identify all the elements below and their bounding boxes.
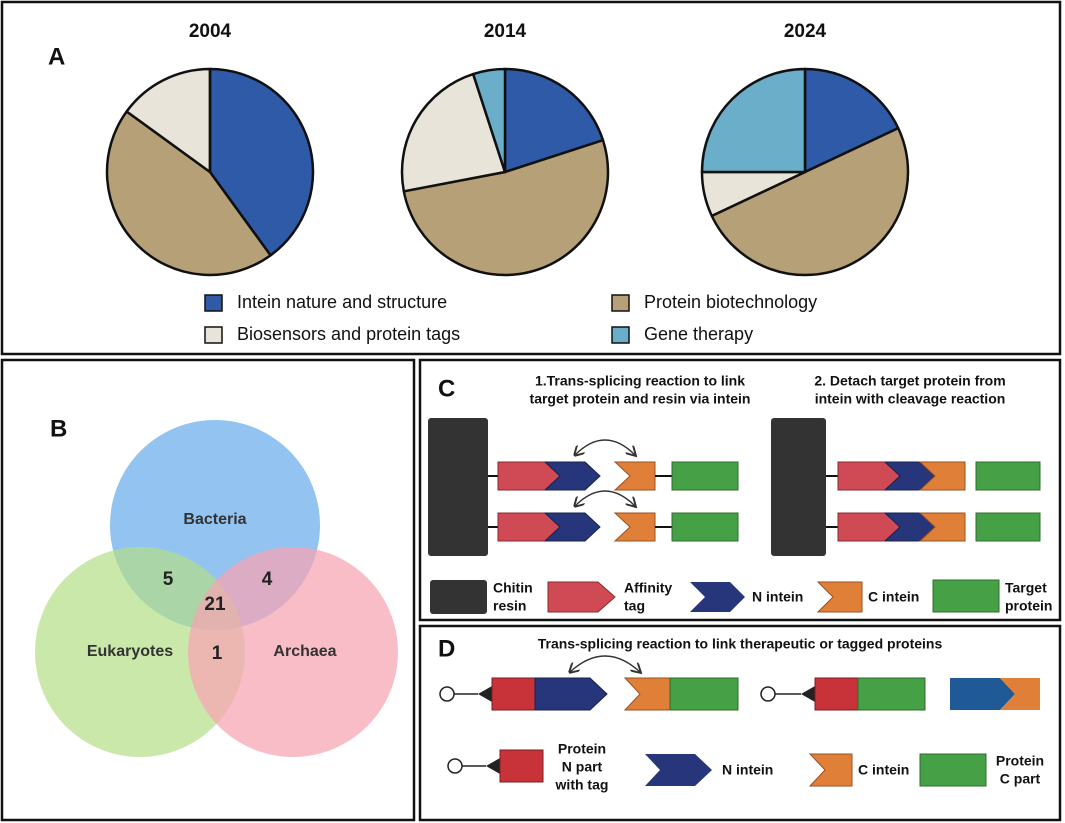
legend-label: Gene therapy <box>644 324 753 344</box>
legend-label: Protein <box>996 753 1044 769</box>
chitin-resin <box>428 418 488 556</box>
legend-label: with tag <box>555 777 609 793</box>
region-count: 5 <box>163 569 174 590</box>
legend: Chitin resin Affinity tag N intein C int… <box>430 579 1052 614</box>
legend-label: Intein nature and structure <box>237 292 447 312</box>
legend-label: Target <box>1005 580 1047 596</box>
venn-diagram: Bacteria Eukaryotes Archaea 5 4 21 1 <box>35 420 398 757</box>
region-count: 21 <box>204 594 226 615</box>
legend-swatch <box>611 326 630 344</box>
row <box>488 439 739 491</box>
legend-label: C intein <box>868 589 919 605</box>
panel-label: B <box>50 415 67 442</box>
panel-a-frame <box>0 0 1062 356</box>
panel-title: Trans-splicing reaction to link therapeu… <box>538 636 943 652</box>
panel-c-frame <box>418 358 1062 622</box>
step-title: 1.Trans-splicing reaction to link <box>535 373 745 389</box>
pie-slice <box>710 126 910 277</box>
legend-swatch <box>611 294 630 312</box>
legend-label: C intein <box>858 762 909 778</box>
pie-title: 2014 <box>484 21 527 42</box>
legend-swatch <box>204 294 223 312</box>
pie-slice <box>803 67 900 174</box>
pie-slice <box>503 67 605 174</box>
row <box>826 461 1041 542</box>
pie-slice <box>105 110 272 277</box>
panel-c: 1.Trans-splicing reaction to link target… <box>428 373 1052 614</box>
venn-circle <box>188 547 398 757</box>
pie-slice <box>471 67 507 174</box>
panel-label: C <box>438 375 455 402</box>
panel-label: D <box>438 635 455 662</box>
legend-label: Affinity <box>624 580 672 596</box>
legend-label: Protein <box>558 741 606 757</box>
venn-circle <box>35 547 245 757</box>
panel-b-frame <box>0 358 416 822</box>
panel-label: A <box>48 43 65 70</box>
pie-slice <box>125 67 212 174</box>
legend-label: N intein <box>752 589 803 605</box>
legend-label: N part <box>562 759 603 775</box>
legend-label: protein <box>1005 598 1052 614</box>
legend-label: C part <box>1000 771 1041 787</box>
pie-title: 2024 <box>784 21 827 42</box>
region-count: 1 <box>212 643 223 664</box>
legend-label: Biosensors and protein tags <box>237 324 460 344</box>
panel-d-frame <box>418 624 1062 822</box>
legend-label: resin <box>493 598 526 614</box>
step-title: 2. Detach target protein from <box>814 373 1005 389</box>
pie-slice <box>400 72 507 193</box>
set-label: Eukaryotes <box>87 643 173 660</box>
row <box>488 490 739 542</box>
pie-slice <box>700 67 807 174</box>
region-count: 4 <box>262 569 273 590</box>
legend-label: N intein <box>722 762 773 778</box>
step-title: target protein and resin via intein <box>530 391 751 407</box>
chitin-resin <box>771 418 826 556</box>
pie-title: 2004 <box>189 21 232 42</box>
pie-slice <box>402 138 610 277</box>
legend-label: Chitin <box>493 580 533 596</box>
step-title: intein with cleavage reaction <box>815 391 1006 407</box>
legend-swatch <box>204 326 223 344</box>
set-label: Bacteria <box>183 511 246 528</box>
legend-label: Protein biotechnology <box>644 292 817 312</box>
panel-d: Trans-splicing reaction to link therapeu… <box>439 636 1044 793</box>
set-label: Archaea <box>273 643 336 660</box>
legend-label: tag <box>624 598 645 614</box>
pie-slice <box>208 67 315 257</box>
